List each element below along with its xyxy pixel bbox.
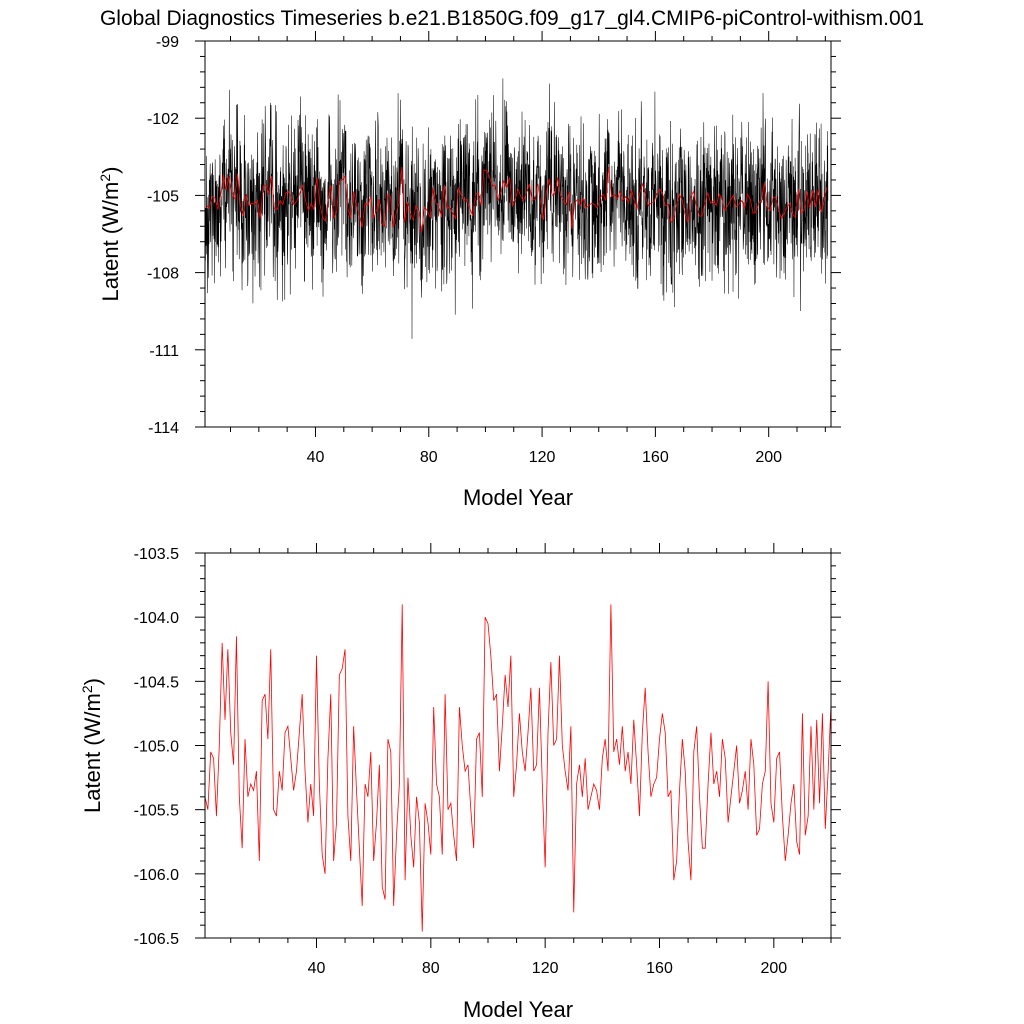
x-tick-label: 40	[307, 449, 325, 466]
x-axis-label: Model Year	[463, 997, 573, 1022]
y-tick-label: -108	[147, 266, 179, 283]
series-monthly-line	[205, 78, 829, 339]
y-tick-label: -106.0	[134, 867, 179, 884]
y-tick-label: -105.5	[134, 803, 179, 820]
x-axis-label: Model Year	[463, 485, 573, 510]
y-tick-label: -104.5	[134, 674, 179, 691]
x-tick-label: 80	[422, 960, 440, 977]
y-tick-label: -105	[147, 188, 179, 205]
x-tick-label: 120	[529, 449, 556, 466]
y-tick-label: -99	[156, 34, 179, 51]
x-tick-label: 40	[308, 960, 326, 977]
y-axis-ticks: -106.5 -106.0 -105.5 -105.0 -104.5 -104.0 -103…	[134, 546, 841, 948]
x-tick-label: 200	[760, 960, 787, 977]
y-axis-label: Latent (W/m2)	[97, 167, 123, 302]
y-tick-label: -114	[148, 420, 179, 437]
x-axis-ticks: 40 80 120 160 200	[230, 543, 832, 977]
y-tick-label: -106.5	[134, 931, 179, 948]
y-tick-label: -111	[149, 343, 179, 360]
series-annual-line	[205, 604, 831, 932]
plot-frame	[204, 40, 832, 428]
x-tick-label: 200	[755, 449, 782, 466]
y-tick-label: -104.0	[134, 610, 179, 627]
y-tick-label: -105.0	[134, 739, 179, 756]
y-tick-label: -102	[147, 111, 179, 128]
panel-top-latent-monthly: 40 80 120 160 200 -114 -111 -108 -105 -102 -99 Mode…	[97, 31, 841, 510]
y-axis-ticks: -114 -111 -108 -105 -102 -99	[147, 34, 841, 437]
y-axis-label: Latent (W/m2)	[79, 678, 105, 813]
plot-area-lines	[205, 604, 831, 932]
x-tick-label: 80	[420, 449, 438, 466]
series-annual-line	[206, 167, 828, 233]
y-tick-label: -103.5	[134, 546, 179, 563]
x-tick-label: 160	[642, 449, 669, 466]
panel-bottom-latent-annual: 40 80 120 160 200-106.5-106.0-105.5-105.0-10…	[79, 543, 841, 1022]
figure-title: Global Diagnostics Timeseries b.e21.B185…	[100, 7, 924, 30]
plot-area-lines	[205, 78, 829, 339]
x-tick-label: 120	[532, 960, 559, 977]
x-tick-label: 160	[646, 960, 673, 977]
x-axis-ticks: 40 80 120 160 200	[229, 31, 826, 466]
